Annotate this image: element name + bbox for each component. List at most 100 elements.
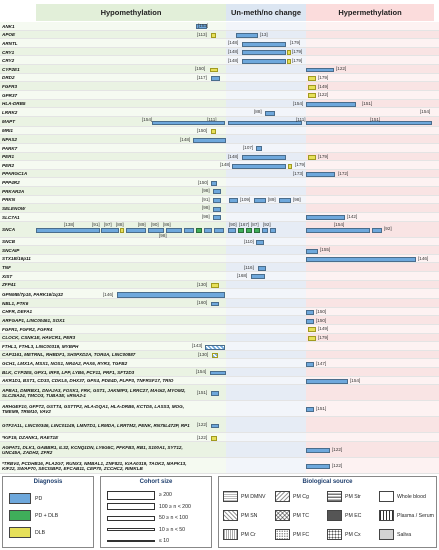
row-background <box>0 90 226 100</box>
row-divider <box>0 203 439 205</box>
reference-label: [160] <box>197 300 208 306</box>
row-background <box>0 246 226 255</box>
row-background <box>0 433 226 442</box>
row-divider <box>0 306 439 308</box>
gene-row: FGFR3 [149] <box>0 82 439 91</box>
biological-source-legend-item: PM Cr <box>223 529 256 540</box>
row-background <box>226 263 306 272</box>
reference-label: [147] <box>316 360 327 366</box>
biological-source-legend-item: PM Str <box>327 491 361 502</box>
gene-row: BLK, CYP2E5, GPX1, IRF8, LPP, LYB6, PCF1… <box>0 368 439 377</box>
row-divider <box>0 177 439 179</box>
biological-source-label: Plasma / Serum <box>397 512 434 519</box>
reference-label: [149] <box>318 326 329 332</box>
gene-row: PPP4R2 [150] <box>0 178 439 188</box>
row-background <box>226 254 306 264</box>
cohort-label: 50 ≥ n < 100 <box>159 515 188 521</box>
row-divider <box>0 367 439 369</box>
row-background <box>226 316 306 325</box>
row-background <box>226 368 306 377</box>
reference-label: [98] <box>159 232 167 238</box>
row-background <box>306 178 439 188</box>
methylation-bar <box>117 291 225 298</box>
methylation-bar <box>288 163 292 169</box>
row-divider <box>0 38 439 40</box>
row-background <box>306 39 439 48</box>
reference-label: [98] <box>293 196 301 202</box>
gene-label: ARNTL <box>2 40 18 46</box>
row-divider <box>0 81 439 83</box>
methylation-bar <box>308 336 316 341</box>
reference-label: [90] <box>151 221 159 227</box>
row-divider <box>0 298 439 300</box>
row-background <box>0 108 226 117</box>
row-background <box>226 289 306 300</box>
gene-row: PPARGC1A [173] [172] <box>0 169 439 179</box>
gene-row: PER2 [148] [179] <box>0 161 439 170</box>
diagnosis-label: PD + DLB <box>35 512 59 519</box>
reference-label: [122] <box>336 66 347 72</box>
gene-row: SNCB [110] <box>0 237 439 247</box>
methylation-bar <box>211 129 216 135</box>
cohort-swatch <box>107 490 155 500</box>
methylation-bar <box>306 310 314 316</box>
reference-label: [153] <box>198 23 209 29</box>
row-divider <box>0 279 439 281</box>
row-background <box>0 237 226 247</box>
reference-label: [87] <box>251 221 259 227</box>
methylation-bar <box>306 448 330 454</box>
row-divider <box>0 416 439 418</box>
row-background <box>226 212 306 222</box>
reference-label: [154] <box>420 109 431 115</box>
reference-label: [154] <box>196 369 207 375</box>
reference-label: [154] <box>293 100 304 106</box>
row-background <box>0 169 226 179</box>
row-background <box>306 237 439 247</box>
methylation-bar <box>236 33 258 38</box>
methylation-bar <box>210 67 218 73</box>
reference-label: [149] <box>318 83 329 89</box>
gene-row: ANK1 [153] <box>0 22 439 31</box>
row-divider <box>0 98 439 100</box>
row-background <box>226 73 306 83</box>
gene-label: APBA1, DMRBX1, DNAJA3, FOXK1, FRK, GST1,… <box>2 388 186 399</box>
biological-source-label: PM SN <box>241 512 258 519</box>
gene-row: SNCA [138] [91] [97] [88] [89] [90] [86] [90] [16… <box>0 221 439 238</box>
row-background <box>0 82 226 91</box>
gene-label: CAP1161, METRNL, RHBDF1, SH3PXD2A, TOR4A… <box>2 352 136 358</box>
methylation-bar <box>254 198 266 204</box>
diagnosis-legend-item: PD <box>9 493 42 504</box>
cohort-swatch <box>107 503 155 510</box>
row-background <box>226 333 306 343</box>
methylation-bar <box>228 120 302 126</box>
row-background <box>306 246 439 255</box>
methylation-bar <box>262 227 268 233</box>
row-background <box>226 376 306 386</box>
gene-label: APOE <box>2 32 16 38</box>
reference-label: [143] <box>192 343 203 349</box>
row-background <box>226 237 306 247</box>
reference-label: [155] <box>320 247 331 253</box>
column-header: Hypomethylation Un-meth/no change Hyperm… <box>0 0 439 22</box>
gene-row: SNCAIP [155] <box>0 246 439 255</box>
row-background <box>306 73 439 83</box>
row-background <box>0 212 226 222</box>
row-divider <box>0 245 439 247</box>
methylation-bar <box>152 120 225 126</box>
reference-label: [142] <box>347 214 358 220</box>
gene-label: PRKAR2A <box>2 188 25 194</box>
gene-label: NPAS2 <box>2 136 17 142</box>
row-background <box>0 263 226 272</box>
methylation-bar <box>254 227 260 233</box>
biological-source-pattern <box>379 529 394 540</box>
row-divider <box>0 46 439 48</box>
cohort-label: 100 ≥ n < 200 <box>159 503 191 510</box>
row-background <box>226 280 306 290</box>
row-background <box>0 99 226 109</box>
reference-label: [88] <box>116 221 124 227</box>
gene-label: ARFGAP1, LINC00461, SOX1 <box>2 318 65 323</box>
gene-row: LRRK2 [88] [154] <box>0 108 439 117</box>
row-background <box>226 417 306 434</box>
reference-label: [179] <box>290 40 301 46</box>
row-background <box>226 324 306 334</box>
